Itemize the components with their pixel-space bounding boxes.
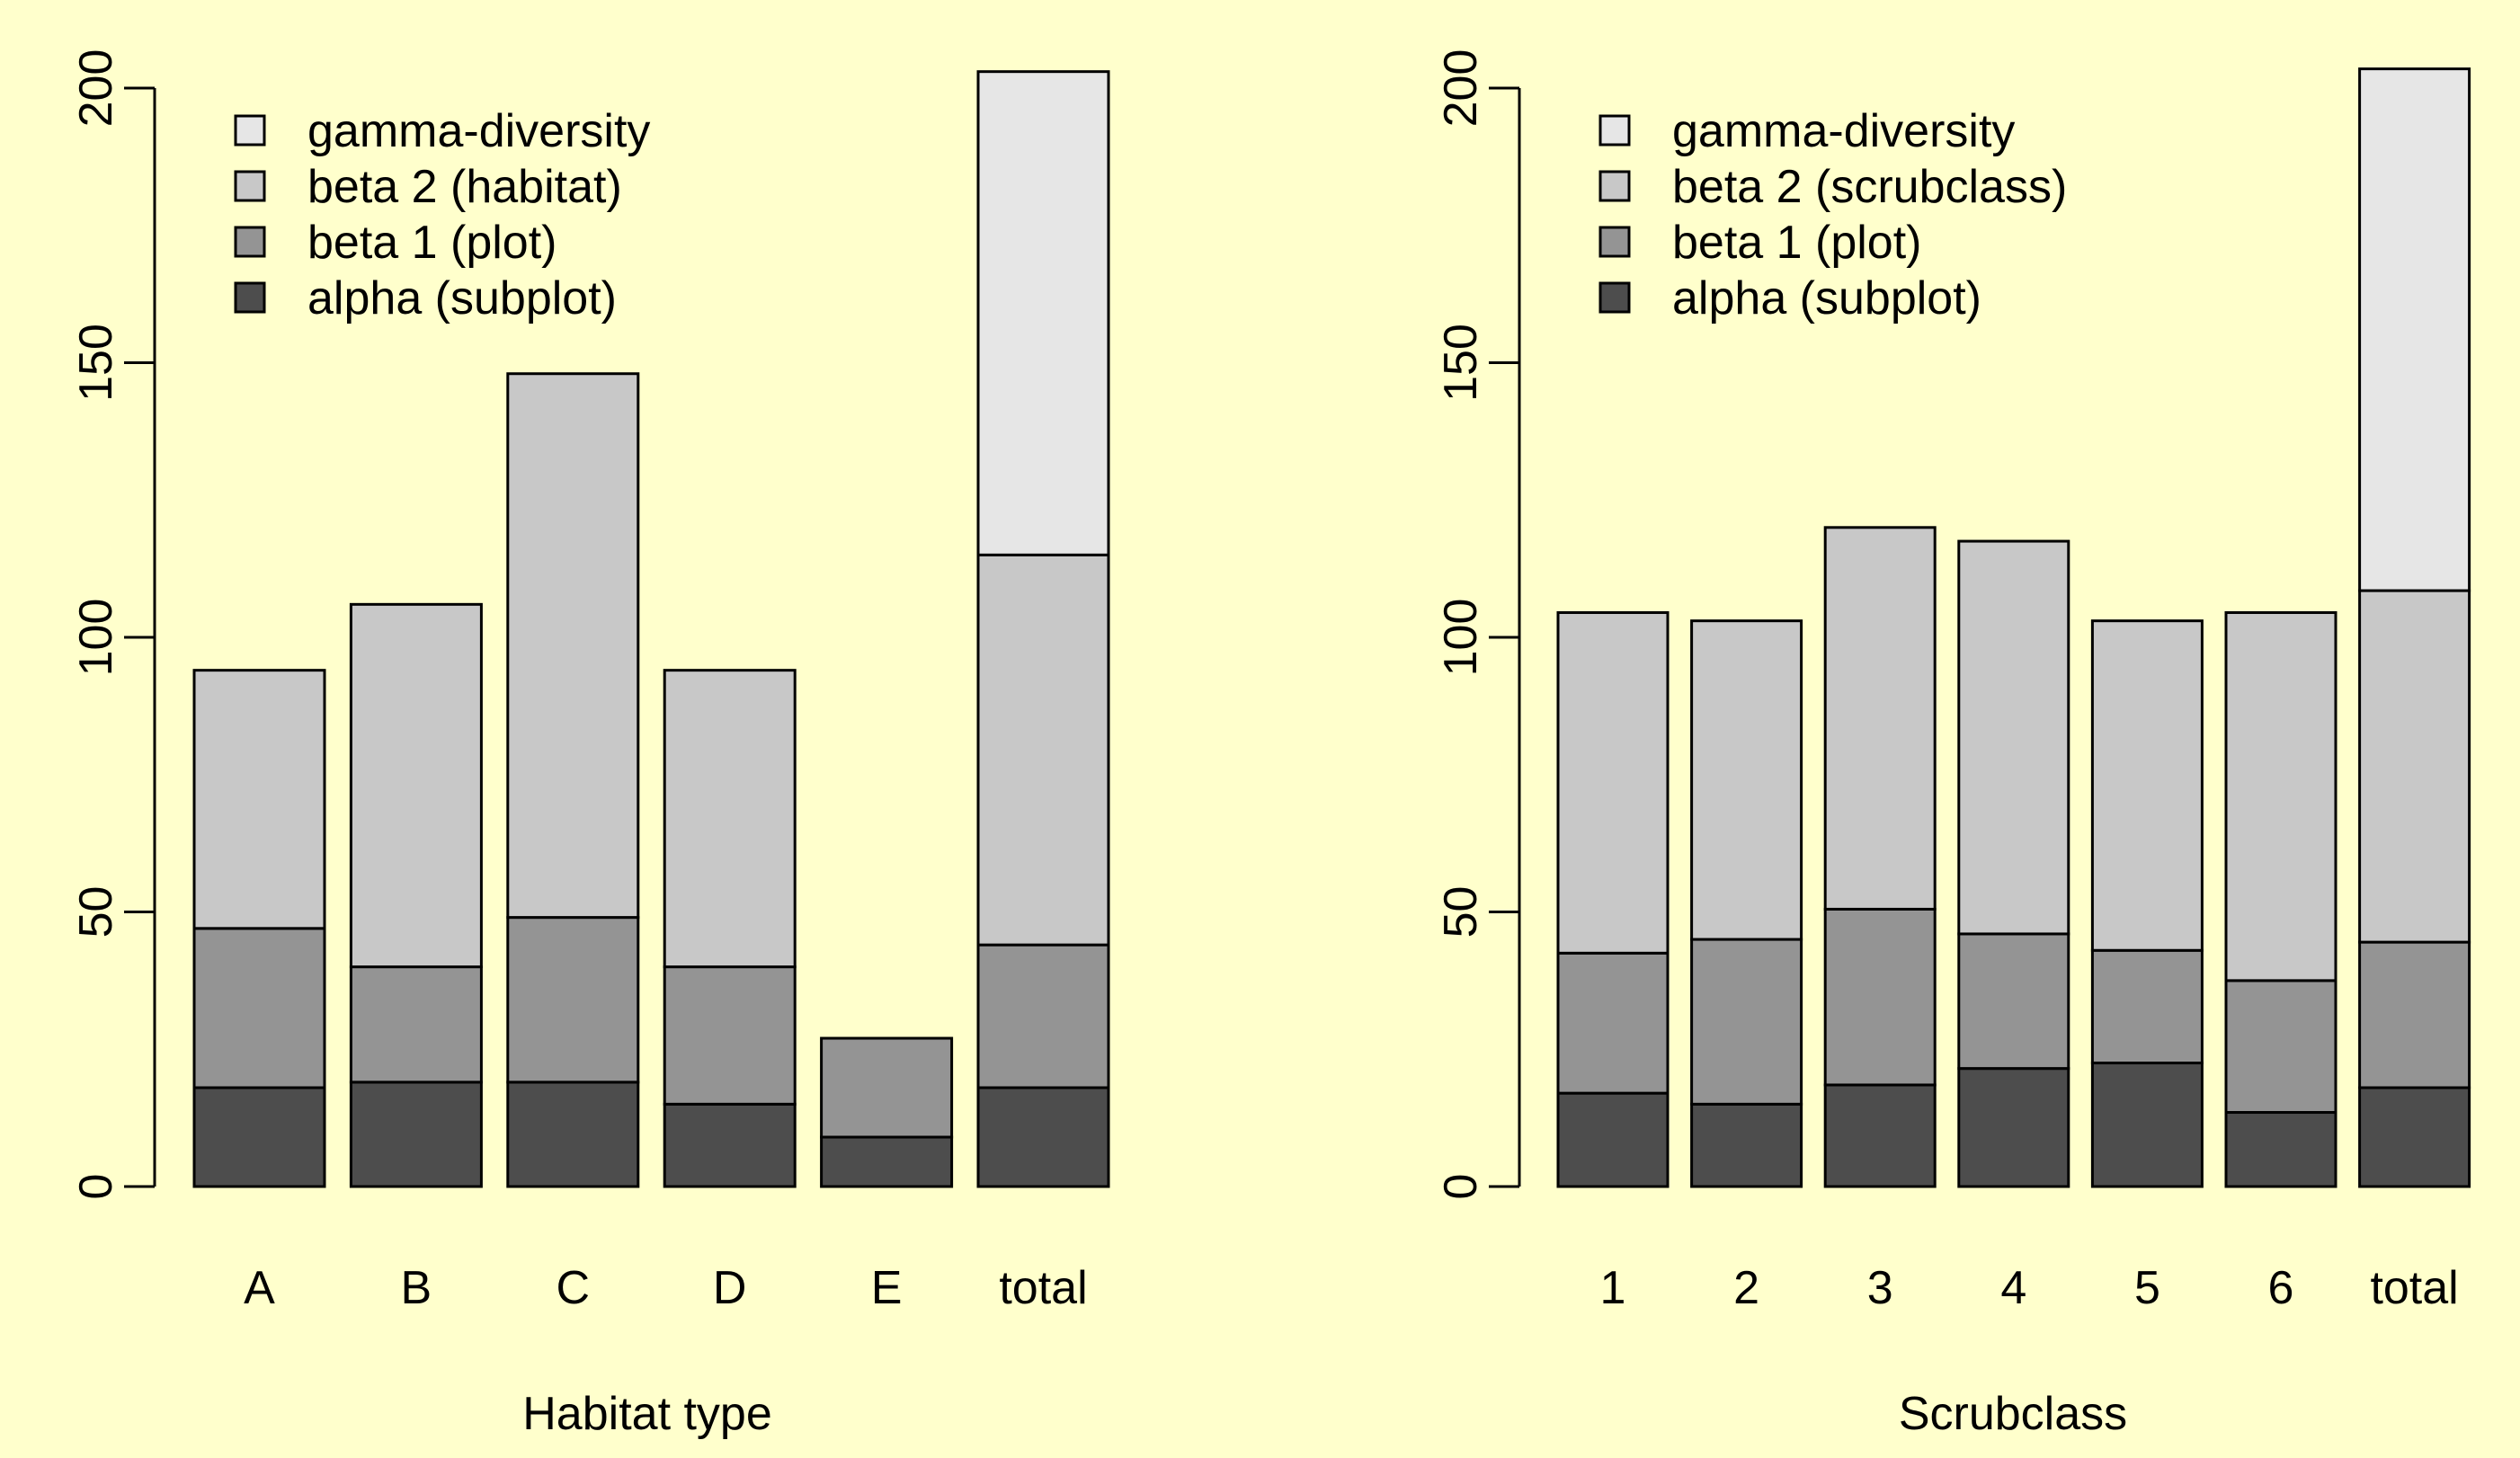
bar-total-beta1: [976, 943, 1110, 1089]
bar-6-beta1: [2224, 979, 2337, 1115]
bar-total-gamma: [976, 70, 1110, 556]
bar-2-alpha: [1690, 1102, 1803, 1188]
x-tick-label: total: [999, 1262, 1087, 1314]
bar-5-beta2: [2090, 619, 2204, 952]
x-tick-label: total: [2370, 1262, 2458, 1314]
bar-6-beta2: [2224, 611, 2337, 982]
x-tick-label: A: [244, 1262, 275, 1314]
bar-C-beta1: [506, 916, 640, 1084]
bar-1-beta1: [1556, 951, 1670, 1095]
bar-E-beta1: [820, 1036, 954, 1139]
bar-total-alpha: [2358, 1086, 2471, 1188]
bar-B-beta2: [349, 602, 483, 969]
legend-swatch: [234, 281, 266, 314]
legend-label: gamma-diversity: [1672, 105, 2015, 157]
bar-D-beta1: [663, 965, 797, 1106]
bar-2-beta2: [1690, 619, 1803, 941]
x-tick-label: 2: [1733, 1262, 1759, 1314]
x-tick-label: 5: [2134, 1262, 2160, 1314]
bar-total-beta2: [976, 553, 1110, 947]
y-tick-label: 200: [70, 49, 122, 128]
legend-label: alpha (subplot): [307, 272, 617, 324]
y-tick-label: 0: [70, 1174, 122, 1200]
y-tick-label: 200: [1435, 49, 1487, 128]
y-tick-label: 50: [70, 886, 122, 938]
bar-3-beta2: [1823, 526, 1937, 911]
legend-label: gamma-diversity: [307, 105, 650, 157]
x-tick-label: E: [871, 1262, 903, 1314]
legend-label: beta 1 (plot): [1672, 217, 1922, 269]
bar-E-alpha: [820, 1135, 954, 1188]
x-tick-label: C: [557, 1262, 591, 1314]
bar-4-alpha: [1957, 1067, 2070, 1188]
legend-swatch: [234, 114, 266, 147]
bar-total-gamma: [2358, 67, 2471, 592]
bar-3-alpha: [1823, 1083, 1937, 1188]
x-tick-label: 1: [1600, 1262, 1626, 1314]
bar-3-beta1: [1823, 907, 1937, 1087]
y-tick-label: 100: [1435, 599, 1487, 677]
bar-6-alpha: [2224, 1111, 2337, 1188]
x-tick-label: 3: [1867, 1262, 1893, 1314]
bar-B-beta1: [349, 965, 483, 1084]
x-axis-title: Scrubclass: [1899, 1388, 2127, 1440]
x-tick-label: D: [713, 1262, 747, 1314]
bar-D-alpha: [663, 1102, 797, 1188]
bar-4-beta2: [1957, 539, 2070, 936]
legend-swatch: [234, 170, 266, 202]
y-tick-label: 100: [70, 599, 122, 677]
bar-C-alpha: [506, 1080, 640, 1188]
bar-total-beta2: [2358, 589, 2471, 944]
y-tick-label: 150: [70, 324, 122, 402]
legend-label: beta 1 (plot): [307, 217, 557, 269]
x-tick-label: 4: [2000, 1262, 2026, 1314]
bar-1-alpha: [1556, 1091, 1670, 1188]
bar-C-beta2: [506, 372, 640, 920]
x-tick-label: B: [401, 1262, 432, 1314]
bar-4-beta1: [1957, 932, 2070, 1071]
bar-A-beta1: [192, 927, 326, 1089]
bar-D-beta2: [663, 669, 797, 969]
bar-A-alpha: [192, 1086, 326, 1188]
bar-total-alpha: [976, 1086, 1110, 1188]
bar-2-beta1: [1690, 938, 1803, 1106]
bar-B-alpha: [349, 1080, 483, 1188]
legend-swatch: [1598, 281, 1631, 314]
x-tick-label: 6: [2268, 1262, 2294, 1314]
bar-5-alpha: [2090, 1062, 2204, 1188]
chart-scrubclass: 0 50 100 150 200 1 2 3 4 5 6 total Scrubclass gamma-d…: [1435, 49, 2471, 1440]
bar-1-beta2: [1556, 611, 1670, 955]
bar-5-beta1: [2090, 948, 2204, 1065]
legend-swatch: [234, 226, 266, 258]
legend-swatch: [1598, 170, 1631, 202]
y-tick-label: 0: [1435, 1174, 1487, 1200]
bar-total-beta1: [2358, 940, 2471, 1089]
legend-label: alpha (subplot): [1672, 272, 1981, 324]
y-tick-label: 50: [1435, 886, 1487, 938]
legend-label: beta 2 (habitat): [307, 161, 622, 213]
legend-swatch: [1598, 226, 1631, 258]
y-tick-label: 150: [1435, 324, 1487, 402]
legend-swatch: [1598, 114, 1631, 147]
x-axis-title: Habitat type: [522, 1388, 772, 1440]
bar-A-beta2: [192, 669, 326, 930]
legend-label: beta 2 (scrubclass): [1672, 161, 2067, 213]
